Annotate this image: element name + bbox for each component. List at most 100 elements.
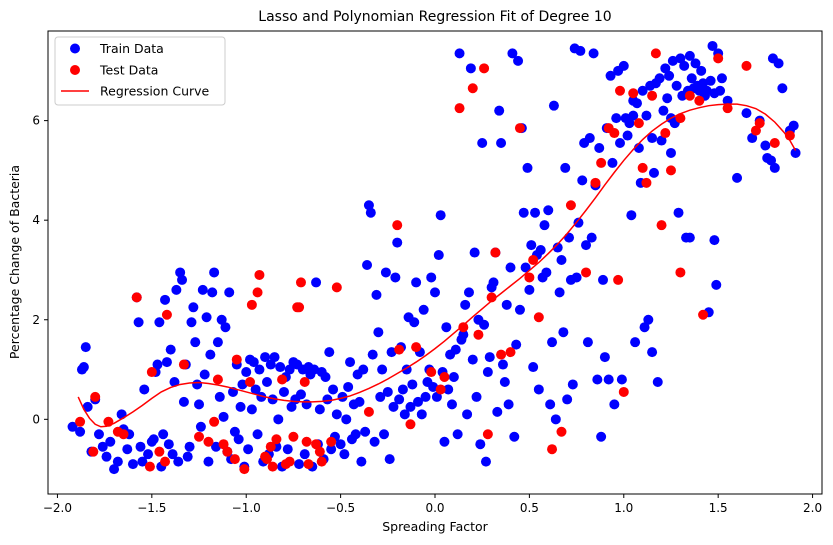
test-point (222, 446, 233, 457)
train-point (177, 274, 188, 285)
train-point (632, 98, 642, 109)
train-point (450, 344, 461, 355)
train-point (171, 284, 182, 295)
train-point (439, 436, 450, 447)
train-point (526, 240, 537, 251)
test-point (713, 53, 724, 64)
y-tick-label: 4 (32, 213, 40, 227)
train-point (664, 70, 675, 81)
train-point (492, 406, 503, 417)
train-point (698, 78, 709, 89)
train-point (665, 147, 676, 158)
train-point (732, 172, 743, 183)
train-point (630, 337, 641, 348)
test-point (154, 446, 165, 457)
test-point (647, 90, 658, 101)
train-point (386, 347, 397, 358)
train-point (494, 105, 505, 116)
test-point (261, 454, 272, 465)
train-point (741, 108, 752, 119)
test-point (524, 272, 535, 283)
test-point (750, 125, 761, 136)
test-point (473, 329, 484, 340)
test-point (239, 464, 250, 475)
train-point (273, 414, 284, 425)
train-point (533, 384, 544, 395)
chart-title: Lasso and Polynomian Regression Fit of D… (258, 9, 611, 25)
train-point (201, 312, 212, 323)
test-point (615, 85, 625, 96)
test-point (209, 416, 220, 427)
y-tick-label: 6 (32, 114, 40, 128)
test-point (316, 456, 327, 467)
train-point (769, 162, 780, 173)
train-point (452, 429, 463, 440)
train-point (284, 364, 295, 375)
train-point (286, 401, 297, 412)
train-point (509, 431, 520, 442)
train-point (190, 337, 201, 348)
train-point (684, 232, 695, 243)
train-point (679, 60, 690, 71)
test-point (245, 376, 255, 387)
train-point (143, 449, 154, 460)
train-point (667, 55, 678, 66)
test-point (754, 118, 765, 129)
test-point (160, 456, 171, 467)
test-point (75, 416, 86, 427)
train-point (511, 339, 522, 350)
train-point (343, 381, 354, 392)
test-point (458, 322, 469, 333)
test-point (435, 384, 446, 395)
train-point (575, 45, 586, 56)
train-point (475, 439, 486, 450)
train-point (97, 441, 108, 452)
legend: Train Data Test Data Regression Curve (54, 36, 226, 106)
train-point (78, 362, 89, 373)
test-point (212, 374, 223, 385)
x-tick-label: 0.0 (425, 501, 444, 515)
train-point (654, 73, 665, 84)
train-point (382, 386, 393, 397)
train-point (603, 374, 614, 385)
train-point (641, 110, 652, 121)
test-point (514, 123, 525, 134)
train-point (295, 389, 306, 400)
train-point (496, 138, 507, 149)
series-1 (75, 48, 795, 475)
train-point (766, 155, 777, 166)
test-point (394, 344, 405, 355)
train-point (309, 364, 320, 375)
train-point (596, 431, 607, 442)
test-point (405, 419, 416, 430)
legend-label-test: Test Data (99, 63, 158, 78)
train-point (211, 441, 222, 452)
train-point (254, 364, 265, 375)
train-point (105, 436, 116, 447)
train-point (260, 352, 271, 363)
train-point (637, 85, 648, 96)
train-point (722, 95, 733, 106)
train-point (75, 426, 86, 437)
test-point (590, 177, 601, 188)
train-point (173, 456, 184, 467)
test-point (528, 255, 539, 266)
train-point (195, 421, 206, 432)
train-point (711, 279, 722, 290)
train-point (605, 70, 616, 81)
train-point (67, 421, 78, 432)
train-point (235, 401, 246, 412)
train-point (214, 391, 225, 402)
train-point (428, 381, 439, 392)
train-point (705, 75, 716, 86)
train-point (392, 237, 403, 248)
legend-label-train: Train Data (99, 41, 164, 56)
train-point (469, 247, 480, 258)
train-point (82, 401, 93, 412)
train-point (182, 451, 193, 462)
train-point (112, 456, 123, 467)
x-axis-label: Spreading Factor (382, 519, 488, 534)
test-point (490, 247, 501, 258)
train-point (458, 329, 469, 340)
train-point (609, 399, 620, 410)
